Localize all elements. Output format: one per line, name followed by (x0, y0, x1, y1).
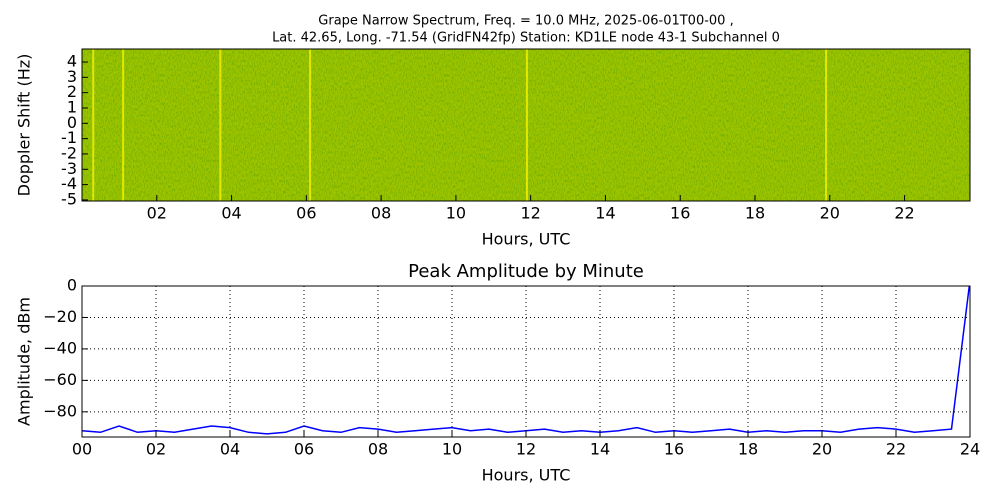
x-tick-label: 10 (446, 204, 466, 223)
amplitude-line (81, 285, 971, 435)
x-tick-label: 22 (894, 204, 914, 223)
plot-frame (81, 285, 971, 438)
x-tick-label: 24 (960, 440, 980, 459)
x-tick-label: 02 (146, 440, 166, 459)
x-tick-label: 00 (72, 440, 92, 459)
y-tick-label: −20 (43, 307, 77, 326)
x-tick-label: 16 (664, 440, 684, 459)
y-tick-label: -4 (61, 174, 77, 193)
x-tick-label: 08 (368, 440, 388, 459)
y-tick-label: -1 (61, 128, 77, 147)
x-tick-label: 20 (820, 204, 840, 223)
x-tick-label: 20 (812, 440, 832, 459)
x-tick-label: 22 (886, 440, 906, 459)
plot-frame (81, 48, 971, 202)
x-tick-label: 12 (520, 204, 540, 223)
chart-title: Peak Amplitude by Minute (408, 261, 644, 282)
y-tick-label: 1 (67, 97, 77, 116)
x-tick-label: 12 (516, 440, 536, 459)
x-tick-label: 14 (590, 440, 610, 459)
y-tick-label: 4 (67, 52, 77, 71)
x-tick-label: 18 (738, 440, 758, 459)
x-tick-label: 06 (296, 204, 316, 223)
x-tick-label: 06 (294, 440, 314, 459)
x-tick-label: 14 (595, 204, 615, 223)
x-tick-label: 10 (442, 440, 462, 459)
y-axis-label: Amplitude, dBm (15, 297, 34, 426)
y-tick-label: 3 (67, 67, 77, 86)
y-tick-label: −80 (43, 401, 77, 420)
y-tick-label: -5 (61, 189, 77, 208)
x-tick-label: 16 (670, 204, 690, 223)
y-axis-label: Doppler Shift (Hz) (15, 54, 34, 197)
x-tick-label: 02 (147, 204, 167, 223)
y-tick-label: 0 (67, 113, 77, 132)
chart-title: Lat. 42.65, Long. -71.54 (GridFN42fp) St… (272, 31, 780, 46)
y-tick-label: 0 (67, 276, 77, 295)
y-tick-label: −60 (43, 370, 77, 389)
chart-title: Grape Narrow Spectrum, Freq. = 10.0 MHz,… (318, 14, 733, 29)
x-axis-label: Hours, UTC (482, 466, 571, 485)
x-tick-label: 04 (221, 204, 241, 223)
x-tick-label: 04 (220, 440, 240, 459)
y-tick-label: −40 (43, 338, 77, 357)
x-tick-label: 08 (371, 204, 391, 223)
y-tick-label: 2 (67, 82, 77, 101)
x-axis-label: Hours, UTC (482, 230, 571, 249)
y-tick-label: -3 (61, 159, 77, 178)
x-tick-label: 18 (745, 204, 765, 223)
y-tick-label: -2 (61, 143, 77, 162)
